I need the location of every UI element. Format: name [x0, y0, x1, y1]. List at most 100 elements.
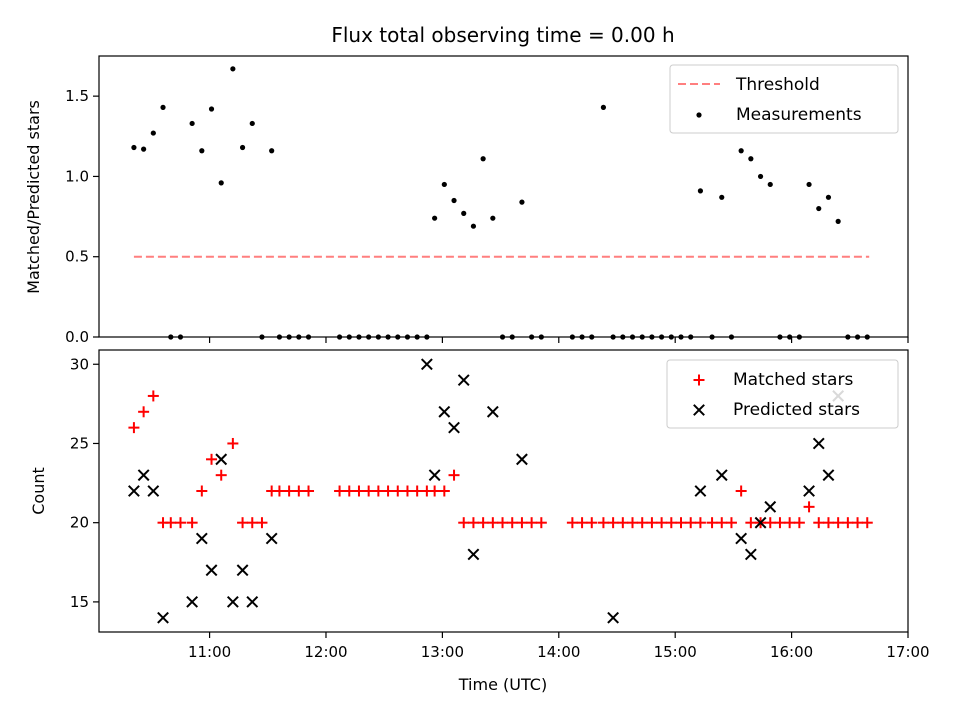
top-panel: 0.0 0.5 1.0 1.5 Matched/Predicted stars Thr… [24, 55, 909, 346]
top-legend-measurements-label: Measurements [736, 105, 862, 125]
matched-star-point [448, 469, 460, 481]
top-legend: Threshold Measurements [669, 64, 899, 134]
measurement-point [461, 210, 467, 216]
matched-star-point [237, 517, 249, 529]
predicted-star-point [486, 405, 499, 418]
matched-star-point [215, 469, 227, 481]
measurement-point [249, 120, 255, 127]
predicted-star-point [137, 469, 150, 482]
measurement-point [160, 104, 166, 110]
predicted-star-point [735, 532, 748, 545]
predicted-star-point [205, 564, 218, 577]
matched-star-point [458, 517, 470, 529]
matched-star-point [363, 485, 375, 497]
predicted-star-point [744, 548, 757, 561]
matched-star-point [273, 485, 285, 497]
measurement-point [697, 188, 704, 194]
matched-star-point [526, 517, 538, 529]
top-panel-y-ticks: 0.0 0.5 1.0 1.5 [65, 87, 99, 346]
x-tick-label: 15:00 [654, 643, 697, 661]
matched-star-point [803, 501, 815, 513]
matched-star-point [497, 517, 509, 529]
matched-star-point [716, 517, 728, 529]
y-tick-label: 1.0 [65, 167, 89, 185]
predicted-star-point [448, 421, 460, 434]
matched-star-point [793, 517, 805, 529]
y-tick-label: 25 [70, 434, 89, 452]
matched-star-point [636, 517, 648, 529]
bottom-panel-frame [98, 349, 909, 633]
legend-plus-marker [693, 374, 705, 386]
matched-star-point [694, 517, 706, 529]
bottom-panel-y-ticks: 15 20 25 30 [70, 355, 99, 611]
matched-star-point [206, 453, 218, 465]
matched-star-point [576, 517, 588, 529]
predicted-star-point [607, 611, 620, 624]
bottom-panel-y-axis-label: Count [29, 467, 48, 515]
matched-star-point [477, 517, 489, 529]
bottom-legend-matched-label: Matched stars [733, 370, 853, 390]
matched-star-point [516, 517, 528, 529]
predicted-star-point [428, 469, 441, 482]
matched-star-point [165, 517, 177, 529]
predicted-star-point [157, 611, 169, 624]
matched-star-point [128, 422, 140, 434]
measurement-point [239, 144, 246, 151]
bottom-legend-matched-swatch [693, 374, 705, 386]
predicted-star-point [215, 453, 228, 466]
measurement-point [600, 104, 607, 110]
predicted-star-point [147, 485, 160, 497]
matched-star-point [745, 517, 757, 529]
measurement-point [490, 215, 496, 221]
predicted-star-point [467, 548, 480, 561]
y-tick-label: 1.5 [65, 87, 89, 105]
matched-star-point [852, 517, 864, 529]
matched-star-point [774, 517, 786, 529]
matched-star-point [147, 390, 159, 402]
bottom-legend-box [666, 359, 899, 429]
matched-star-point [138, 406, 150, 418]
matched-star-point [685, 517, 697, 529]
bottom-panel-marks [128, 358, 873, 624]
matched-star-point [813, 517, 825, 529]
y-tick-label: 15 [70, 593, 89, 611]
predicted-star-point [246, 595, 259, 608]
matched-star-point [566, 517, 578, 529]
bottom-legend-predicted-swatch [693, 404, 705, 416]
measurement-point [269, 148, 275, 154]
top-panel-frame [98, 55, 909, 338]
matched-star-point [535, 517, 547, 529]
predicted-star-point [265, 532, 278, 545]
predicted-star-point [754, 516, 767, 529]
predicted-star-point [195, 532, 208, 545]
predicted-star-point [226, 595, 239, 608]
measurement-point [825, 194, 832, 200]
bottom-legend: Matched stars Predicted stars [666, 359, 899, 429]
measurement-point [767, 181, 773, 188]
predicted-star-point [715, 469, 728, 482]
x-axis-label: Time (UTC) [458, 675, 547, 694]
matched-star-point [227, 437, 239, 449]
y-tick-label: 30 [70, 355, 89, 373]
predicted-star-point [186, 595, 199, 608]
measurement-point [150, 130, 156, 136]
measurement-point [470, 223, 477, 229]
matched-star-point [382, 485, 394, 497]
x-tick-label: 12:00 [304, 643, 347, 661]
top-legend-measurements-swatch [696, 112, 702, 118]
y-tick-label: 0.5 [65, 248, 89, 266]
matched-star-point [506, 517, 518, 529]
matched-star-point [196, 485, 208, 497]
measurement-point [519, 199, 525, 205]
measurement-point [738, 148, 744, 154]
matched-star-point [401, 485, 413, 497]
chart-title: Flux total observing time = 0.00 h [331, 23, 674, 47]
predicted-star-point [457, 374, 470, 387]
matched-star-point [861, 517, 873, 529]
top-legend-threshold-label: Threshold [735, 75, 820, 95]
matched-star-point [174, 517, 186, 529]
matched-star-point [617, 517, 629, 529]
matched-star-point [429, 485, 441, 497]
